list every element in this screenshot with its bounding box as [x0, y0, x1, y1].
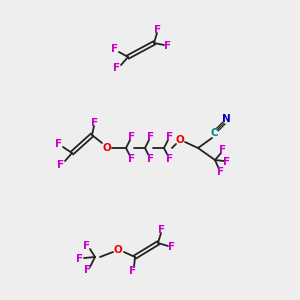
Text: F: F [128, 132, 136, 142]
Text: F: F [218, 167, 225, 177]
Text: F: F [111, 44, 118, 54]
Text: N: N [222, 114, 230, 124]
Text: F: F [84, 265, 92, 275]
Text: F: F [147, 154, 155, 164]
Text: F: F [129, 266, 137, 276]
Text: F: F [57, 160, 64, 170]
Text: F: F [167, 154, 174, 164]
Text: F: F [154, 25, 162, 35]
Text: O: O [103, 143, 111, 153]
Text: F: F [128, 154, 136, 164]
Text: F: F [147, 132, 155, 142]
Text: O: O [114, 245, 122, 255]
Text: F: F [83, 241, 91, 251]
Text: F: F [167, 132, 174, 142]
Text: F: F [113, 63, 121, 73]
Text: C: C [210, 128, 218, 138]
Text: F: F [92, 118, 99, 128]
Text: F: F [168, 242, 175, 252]
Text: F: F [224, 157, 231, 167]
Text: O: O [176, 135, 184, 145]
Text: F: F [76, 254, 84, 264]
Text: F: F [158, 225, 166, 235]
Text: F: F [56, 139, 63, 149]
Text: F: F [219, 145, 226, 155]
Text: F: F [164, 41, 172, 51]
